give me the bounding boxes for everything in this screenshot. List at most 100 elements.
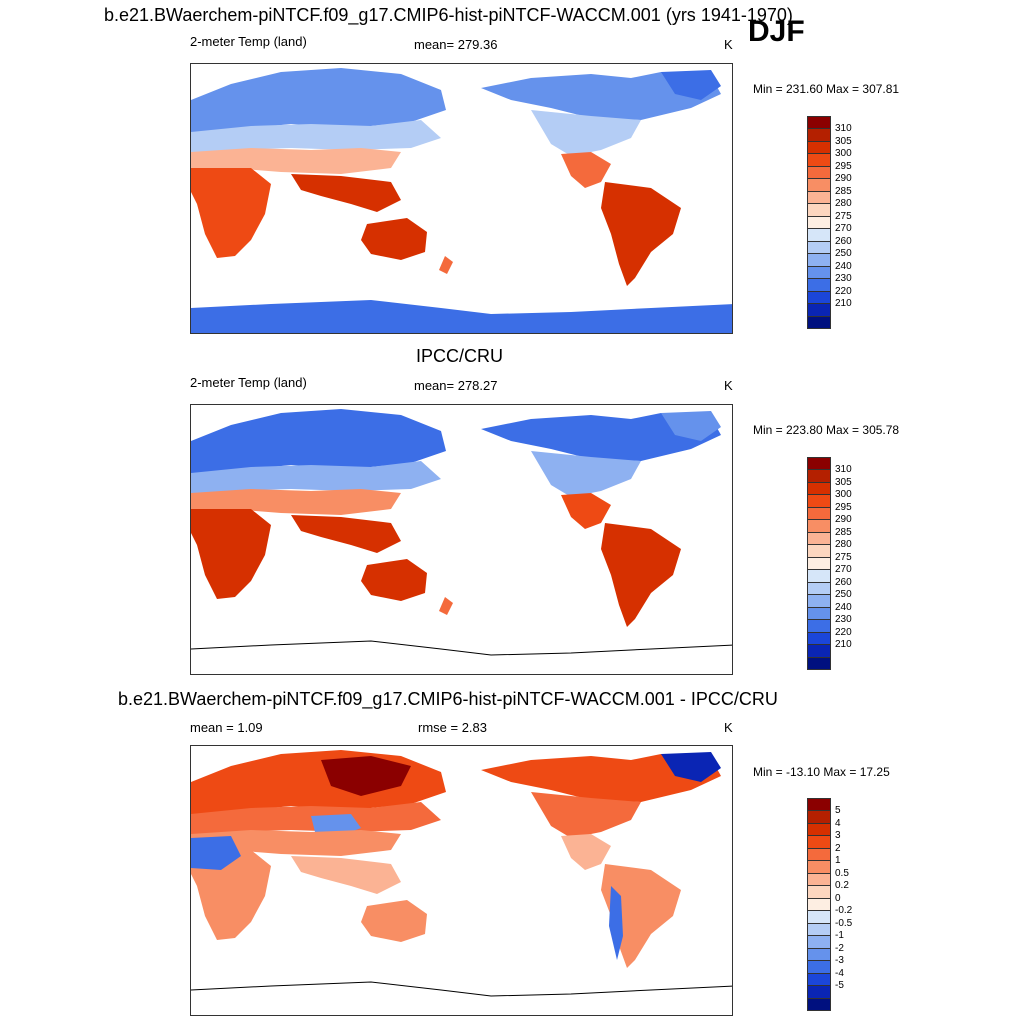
obs-colorbar-swatch (807, 656, 831, 670)
diff-colorbar-label: 3 (835, 830, 841, 842)
diff-sahara-cold (191, 836, 241, 870)
panel-1-variable: 2-meter Temp (land) (190, 34, 307, 49)
obs-colorbar-label: 270 (835, 564, 852, 576)
model-eurasia-south (191, 148, 401, 174)
model-n-america-mid (531, 110, 641, 156)
diff-colorbar-swatch (807, 972, 831, 987)
obs-greenland (661, 411, 721, 441)
model-colorbar-label: 280 (835, 198, 852, 210)
diff-australia (361, 900, 427, 942)
panel-1-units: K (724, 37, 733, 52)
model-colorbar-swatch (807, 165, 831, 180)
model-colorbar-label: 285 (835, 185, 852, 197)
model-nz (439, 256, 453, 274)
model-colorbar-swatch (807, 153, 831, 167)
model-colorbar-label: 210 (835, 298, 852, 310)
obs-colorbar-swatch (807, 631, 831, 646)
diff-colorbar-swatch (807, 897, 831, 912)
obs-central-america (561, 493, 611, 529)
model-colorbar-label: 260 (835, 235, 852, 247)
diff-colorbar-label: 0.5 (835, 867, 849, 879)
obs-colorbar-swatch (807, 519, 831, 533)
diff-colorbar-label: -4 (835, 967, 844, 979)
diff-colorbar-label: 1 (835, 855, 841, 867)
obs-colorbar: 310 305 300 295 290 285 280 275 270 260 250 240 230 2… (807, 457, 852, 670)
obs-n-america-north (481, 413, 721, 461)
model-central-america (561, 152, 611, 188)
model-colorbar-label: 290 (835, 173, 852, 185)
obs-title: IPCC/CRU (416, 346, 504, 366)
obs-colorbar-swatch (807, 531, 831, 546)
diff-colorbar-swatch (807, 822, 831, 837)
obs-colorbar-label: 230 (835, 614, 852, 626)
obs-colorbar-swatch (807, 556, 831, 571)
obs-colorbar-label: 305 (835, 476, 852, 488)
diff-colorbar-label: 4 (835, 817, 841, 829)
obs-colorbar-label: 300 (835, 489, 852, 501)
diff-colorbar-swatch (807, 960, 831, 974)
panel-2-units: K (724, 378, 733, 393)
model-colorbar-swatch (807, 128, 831, 142)
diff-colorbar-swatch (807, 860, 831, 874)
obs-colorbar-swatch (807, 494, 831, 508)
diff-greenland (661, 752, 721, 782)
obs-colorbar-label: 240 (835, 601, 852, 613)
model-map-panel (190, 63, 733, 334)
diff-colorbar-swatch (807, 798, 831, 812)
obs-colorbar-swatch (807, 644, 831, 658)
model-colorbar-label: 270 (835, 223, 852, 235)
diff-colorbar-label: -0.2 (835, 905, 853, 917)
obs-africa (191, 509, 271, 599)
diff-colorbar-label: 0 (835, 892, 841, 904)
panel-1-mean: mean= 279.36 (414, 37, 498, 52)
obs-colorbar-swatch (807, 594, 831, 608)
diff-colorbar-swatch (807, 872, 831, 887)
obs-colorbar-label: 280 (835, 539, 852, 551)
panel-2-variable: 2-meter Temp (land) (190, 375, 307, 390)
diff-colorbar-label: -3 (835, 955, 844, 967)
diff-colorbar-swatch (807, 922, 831, 937)
diff-colorbar-label: -1 (835, 930, 844, 942)
diff-central-america (561, 834, 611, 870)
obs-colorbar-label: 290 (835, 514, 852, 526)
diff-colorbar-label: 5 (835, 805, 841, 817)
model-colorbar-swatch (807, 315, 831, 329)
diff-title: b.e21.BWaerchem-piNTCF.f09_g17.CMIP6-his… (118, 689, 778, 709)
obs-colorbar-swatch (807, 569, 831, 583)
model-colorbar-swatch (807, 265, 831, 280)
model-greenland (661, 70, 721, 100)
model-s-america (601, 182, 681, 286)
obs-colorbar-label: 310 (835, 464, 852, 476)
panel-3-minmax: Min = -13.10 Max = 17.25 (753, 765, 890, 779)
model-map (191, 68, 732, 333)
obs-eurasia-south (191, 489, 401, 515)
diff-colorbar-label: -2 (835, 942, 844, 954)
model-colorbar-label: 300 (835, 148, 852, 160)
obs-colorbar-label: 220 (835, 626, 852, 638)
obs-india-seasia (291, 515, 401, 553)
model-colorbar-swatch (807, 178, 831, 192)
obs-colorbar-swatch (807, 457, 831, 471)
model-colorbar-swatch (807, 190, 831, 205)
obs-eurasia-mid (191, 461, 441, 495)
diff-n-america-north (481, 754, 721, 802)
model-colorbar-label: 240 (835, 260, 852, 272)
obs-nz (439, 597, 453, 615)
model-n-america-north (481, 72, 721, 120)
panel-2-mean: mean= 278.27 (414, 378, 498, 393)
diff-andes-cold (609, 886, 623, 960)
model-colorbar: 310 305 300 295 290 285 280 275 270 260 250 240 230 2… (807, 116, 852, 329)
diff-colorbar-swatch (807, 935, 831, 949)
obs-eurasia-north (191, 409, 446, 475)
model-colorbar-swatch (807, 290, 831, 305)
model-africa (191, 168, 271, 258)
obs-colorbar-label: 260 (835, 576, 852, 588)
diff-siberia-hot (321, 756, 411, 796)
diff-colorbar-swatch (807, 847, 831, 862)
model-colorbar-swatch (807, 215, 831, 230)
obs-colorbar-swatch (807, 581, 831, 596)
diff-colorbar-swatch (807, 810, 831, 824)
diff-n-america-mid (531, 792, 641, 838)
diff-colorbar-swatch (807, 985, 831, 999)
model-colorbar-label: 295 (835, 160, 852, 172)
